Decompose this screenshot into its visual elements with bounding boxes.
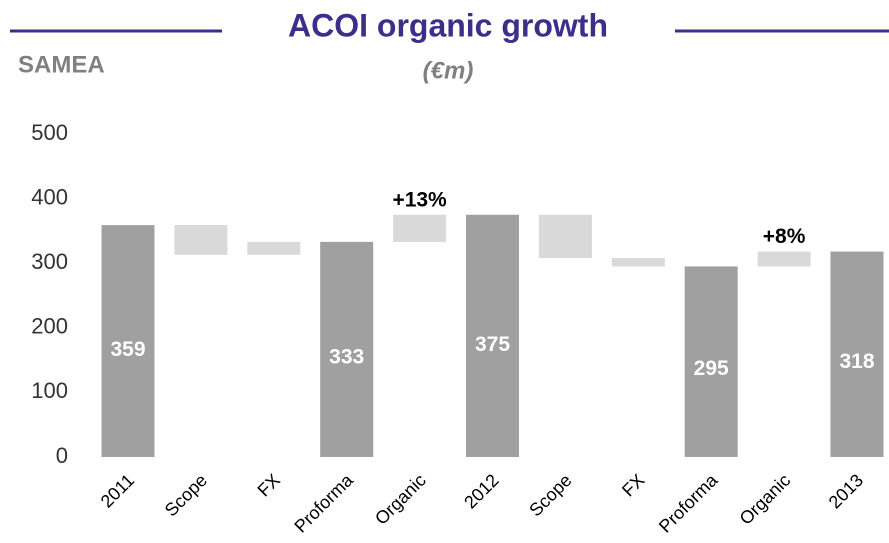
bar: [611, 258, 665, 267]
bar: [320, 241, 374, 457]
bar: [757, 251, 811, 267]
bar: [466, 214, 519, 457]
data-label: 333: [329, 346, 364, 369]
x-tick-label: FX: [254, 470, 284, 500]
bar: [830, 251, 884, 457]
y-tick-label: 200: [31, 314, 68, 339]
x-tick-label: 2012: [460, 470, 502, 512]
chart-title: ACOI organic growth: [288, 7, 608, 43]
bar: [101, 225, 155, 457]
x-tick-label: 2013: [825, 470, 867, 512]
x-tick-label: Proforma: [655, 469, 722, 536]
x-tick-label: FX: [618, 470, 648, 500]
bar: [538, 214, 592, 259]
bar: [247, 241, 301, 255]
x-tick-label: Organic: [736, 470, 795, 529]
x-tick-label: Organic: [371, 470, 430, 529]
data-label: 295: [694, 357, 729, 380]
y-tick-label: 400: [31, 184, 68, 209]
y-tick-label: 100: [31, 378, 68, 403]
x-tick-label: Scope: [525, 470, 575, 520]
y-tick-label: 0: [56, 443, 68, 468]
region-label: SAMEA: [18, 51, 105, 78]
bar: [684, 266, 738, 457]
x-tick-label: 2011: [97, 470, 139, 512]
chart-subtitle: (€m): [423, 57, 474, 84]
annotation: +8%: [763, 225, 806, 248]
y-tick-label: 500: [31, 120, 68, 145]
data-label: 359: [110, 338, 145, 361]
bar: [393, 214, 447, 242]
data-label: 375: [475, 333, 510, 356]
annotation: +13%: [392, 188, 447, 211]
y-tick-label: 300: [31, 249, 68, 274]
x-tick-label: Proforma: [290, 469, 357, 536]
x-tick-label: Scope: [161, 470, 211, 520]
bar: [174, 225, 228, 255]
data-label: 318: [839, 350, 874, 373]
